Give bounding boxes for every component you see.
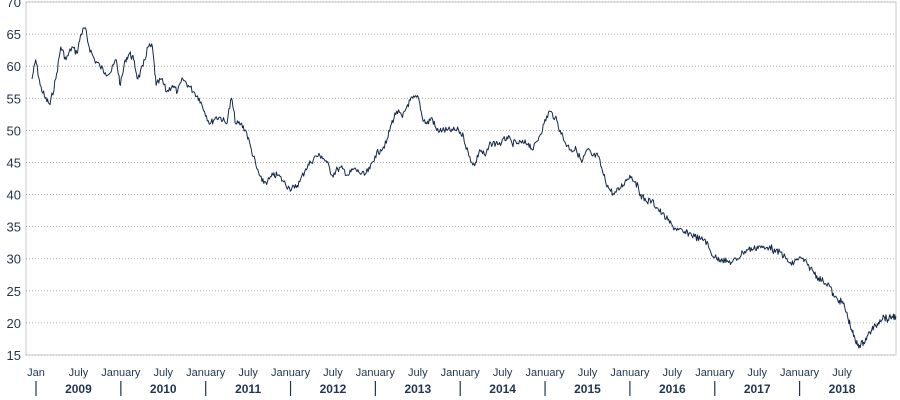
x-month-label: July [663,367,683,379]
y-tick-label: 40 [7,188,21,203]
y-tick-label: 65 [7,27,21,42]
x-year-label: 2011 [235,382,261,396]
x-year-label: 2018 [829,382,856,396]
x-month-label: July [747,367,767,379]
y-tick-label: 50 [7,123,21,138]
x-month-label: January [356,367,396,379]
x-year-label: 2013 [404,382,431,396]
x-month-label: January [441,367,481,379]
y-tick-label: 35 [7,220,21,235]
y-tick-label: 30 [7,252,21,267]
y-tick-label: 45 [7,155,21,170]
x-year-label: 2010 [150,382,177,396]
x-month-label: January [610,367,650,379]
x-axis: Jan July January July January July January July… [27,367,856,396]
x-year-label: 2012 [320,382,347,396]
y-tick-label: 60 [7,59,21,74]
plot-frame [25,1,897,356]
x-year-label: 2009 [65,382,92,396]
x-month-label: January [271,367,311,379]
y-tick-label: 70 [7,0,21,10]
y-tick-label: 25 [7,284,21,299]
y-tick-label: 15 [7,348,21,363]
x-month-label: July [323,367,343,379]
gridlines [26,1,896,356]
x-month-label: January [186,367,226,379]
x-month-label: January [695,367,735,379]
x-year-label: 2017 [744,382,771,396]
y-axis-tick-labels: 15 20 25 30 35 40 45 50 55 60 65 70 [7,0,21,363]
x-month-label: January [780,367,820,379]
x-month-label: January [101,367,141,379]
x-year-label: 2015 [574,382,601,396]
x-year-label: 2014 [489,382,516,396]
x-month-label: July [408,367,428,379]
x-month-label: July [832,367,852,379]
price-series-line [31,27,897,349]
x-month-label: July [153,367,173,379]
x-month-label: January [525,367,565,379]
x-month-label: July [578,367,598,379]
x-month-label: July [69,367,89,379]
y-tick-label: 20 [7,316,21,331]
x-month-label: July [493,367,513,379]
x-month-label: Jan [27,367,45,379]
x-month-label: July [238,367,258,379]
x-year-label: 2016 [659,382,686,396]
y-tick-label: 55 [7,91,21,106]
